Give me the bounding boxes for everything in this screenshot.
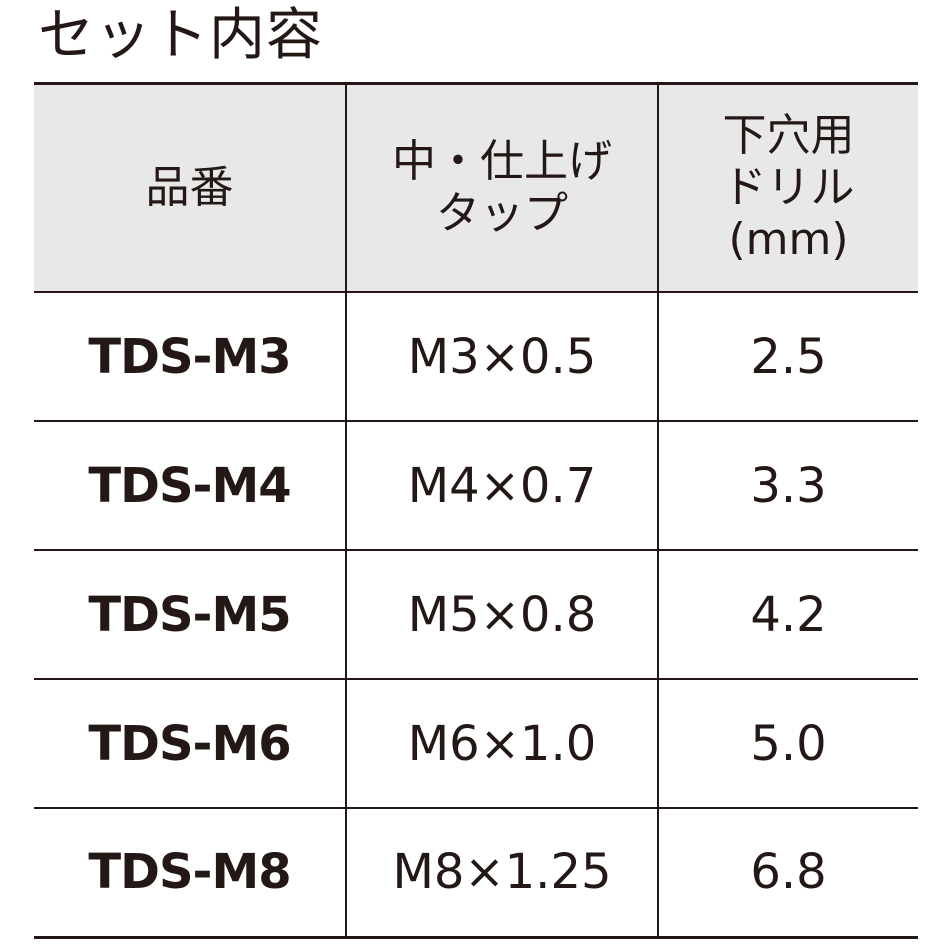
table-row: TDS-M4 M4×0.7 3.3 xyxy=(34,421,918,551)
header-tap: 中・仕上げ タップ xyxy=(345,82,659,293)
header-drill-line-2: ドリル xyxy=(722,162,855,213)
part-number-cell: TDS-M8 xyxy=(34,808,347,939)
tap-size-cell: M5×0.8 xyxy=(345,550,659,680)
part-number-cell: TDS-M5 xyxy=(34,550,347,680)
drill-size-cell: 2.5 xyxy=(657,292,918,422)
table-row: TDS-M3 M3×0.5 2.5 xyxy=(34,292,918,422)
tap-size-cell: M3×0.5 xyxy=(345,292,659,422)
table-header-row: 品番 中・仕上げ タップ 下穴用 ドリル (mm) xyxy=(34,82,918,293)
tap-size-cell: M4×0.7 xyxy=(345,421,659,551)
header-part-number: 品番 xyxy=(34,82,347,293)
drill-size-cell: 4.2 xyxy=(657,550,918,680)
set-contents-table: 品番 中・仕上げ タップ 下穴用 ドリル (mm) TDS-M3 M3×0.5 … xyxy=(34,82,918,939)
part-number-cell: TDS-M6 xyxy=(34,679,347,809)
drill-size-cell: 6.8 xyxy=(657,808,918,939)
tap-size-cell: M6×1.0 xyxy=(345,679,659,809)
part-number-cell: TDS-M4 xyxy=(34,421,347,551)
header-drill: 下穴用 ドリル (mm) xyxy=(657,82,918,293)
table-row: TDS-M5 M5×0.8 4.2 xyxy=(34,550,918,680)
page-title: セット内容 xyxy=(38,3,323,68)
header-drill-line-1: 下穴用 xyxy=(722,110,855,161)
tap-size-cell: M8×1.25 xyxy=(345,808,659,939)
drill-size-cell: 3.3 xyxy=(657,421,918,551)
table-row: TDS-M8 M8×1.25 6.8 xyxy=(34,808,918,939)
table-row: TDS-M6 M6×1.0 5.0 xyxy=(34,679,918,809)
drill-size-cell: 5.0 xyxy=(657,679,918,809)
header-drill-line-3: (mm) xyxy=(728,214,849,265)
header-tap-line-2: タップ xyxy=(436,188,568,239)
part-number-cell: TDS-M3 xyxy=(34,292,347,422)
header-tap-line-1: 中・仕上げ xyxy=(392,136,612,187)
